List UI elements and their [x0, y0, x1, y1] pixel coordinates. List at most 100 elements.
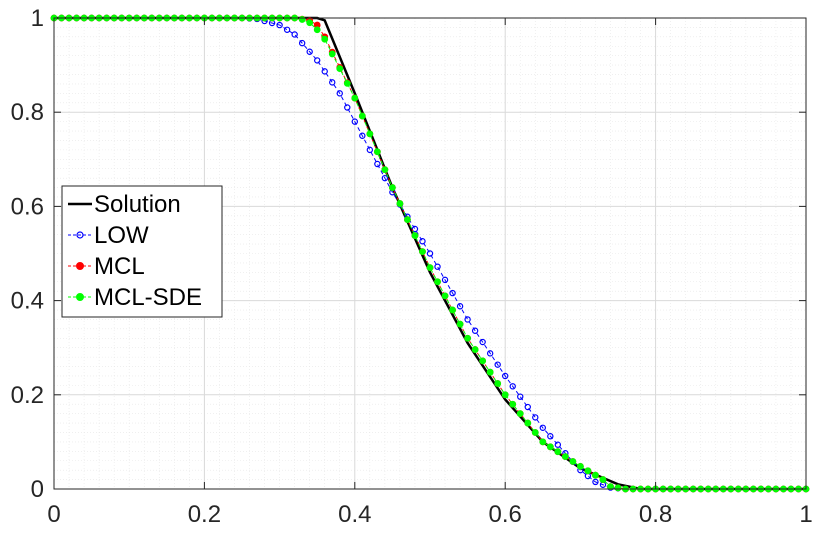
y-tick-label: 0.8 — [11, 99, 44, 126]
data-point-low — [306, 48, 313, 55]
data-point-mcl-sde — [561, 453, 569, 460]
series-mcl-sde — [50, 14, 810, 493]
x-tick-label: 0.4 — [338, 501, 371, 528]
data-point-mcl-sde — [539, 438, 547, 446]
data-point-mcl-sde — [592, 471, 599, 479]
data-point-mcl-sde — [388, 184, 396, 191]
data-point-mcl-sde — [321, 35, 329, 43]
data-point-low — [524, 403, 531, 411]
data-point-low — [321, 68, 328, 75]
data-point-mcl-sde — [554, 448, 562, 456]
x-tick-label: 1 — [799, 501, 812, 528]
data-point-mcl-sde — [373, 148, 381, 156]
data-point-low — [592, 478, 599, 486]
data-point-low — [344, 104, 351, 111]
data-point-mcl-sde — [441, 292, 449, 300]
data-point-low — [283, 26, 291, 33]
data-point-low — [554, 441, 562, 448]
y-tick-label: 1 — [31, 5, 44, 32]
data-point-low — [517, 393, 524, 400]
x-tick-label: 0 — [47, 501, 60, 528]
data-point-low — [276, 21, 283, 29]
data-point-low — [329, 79, 336, 86]
data-point-low — [441, 276, 449, 284]
data-point-mcl-sde — [456, 320, 464, 328]
data-point-mcl-sde — [501, 391, 509, 399]
data-point-mcl-sde — [381, 166, 389, 174]
data-point-low — [374, 160, 381, 168]
data-point-low — [456, 303, 464, 310]
data-point-mcl-sde — [464, 334, 472, 342]
y-tick-label: 0.6 — [11, 193, 44, 220]
data-point-mcl-sde — [509, 400, 517, 408]
data-point-mcl-sde — [516, 410, 524, 418]
data-point-low — [539, 424, 547, 431]
data-point-mcl-sde — [531, 429, 539, 436]
data-point-low — [434, 263, 441, 270]
legend-label-solution: Solution — [94, 191, 181, 218]
data-point-low — [359, 132, 366, 139]
data-point-mcl-sde — [607, 483, 614, 491]
legend-box — [61, 185, 223, 318]
data-point-mcl-sde — [358, 112, 366, 120]
data-point-mcl-sde — [313, 26, 321, 34]
x-tick-label: 0.8 — [639, 501, 672, 528]
y-tick-label: 0.4 — [11, 288, 44, 315]
legend-item-low: LOW — [68, 222, 149, 249]
x-tick-label: 0.2 — [188, 501, 221, 528]
data-point-mcl-sde — [419, 248, 426, 256]
data-point-low — [411, 225, 419, 233]
data-point-mcl-sde — [494, 380, 502, 387]
data-point-mcl-sde — [471, 346, 479, 353]
data-point-low — [449, 289, 456, 297]
data-point-mcl-sde — [306, 19, 314, 27]
legend-marker-low — [76, 231, 84, 239]
data-point-mcl-sde — [569, 458, 577, 465]
data-point-mcl-sde — [479, 357, 487, 365]
legend-label-mcl: MCL — [94, 253, 145, 280]
minor-grid — [54, 18, 806, 489]
data-point-low — [381, 174, 389, 182]
data-point-mcl-sde — [404, 216, 411, 223]
data-point-mcl-sde — [343, 79, 351, 87]
data-point-mcl-sde — [584, 467, 592, 475]
legend-marker-mcl-sde — [76, 293, 84, 301]
data-point-mcl-sde — [577, 462, 584, 470]
y-tick-label: 0 — [31, 476, 44, 503]
data-point-mcl-sde — [351, 94, 359, 102]
data-point-low — [366, 146, 374, 154]
y-tick-labels: 0 0.2 0.4 0.6 0.8 1 — [11, 5, 44, 503]
data-point-mcl-sde — [426, 264, 434, 272]
data-point-low — [494, 361, 501, 368]
series-line-mcl — [54, 17, 806, 490]
tick-marks — [53, 17, 807, 490]
data-point-low — [314, 57, 321, 64]
data-point-low — [532, 414, 539, 421]
data-point-low — [584, 472, 592, 480]
legend-marker-mcl — [76, 262, 84, 270]
x-tick-label: 0.6 — [489, 501, 522, 528]
x-tick-labels: 0 0.2 0.4 0.6 0.8 1 — [47, 501, 812, 528]
data-point-mcl-sde — [524, 419, 532, 427]
data-point-mcl-sde — [396, 200, 404, 207]
data-point-mcl-sde — [546, 443, 554, 451]
data-point-mcl-sde — [336, 65, 344, 73]
data-point-mcl-sde — [434, 278, 441, 286]
legend-item-solution: Solution — [68, 191, 181, 218]
data-point-mcl-sde — [599, 476, 607, 483]
data-point-low — [464, 316, 471, 323]
legend-label-mcl-sde: MCL-SDE — [94, 284, 202, 311]
data-point-low — [291, 31, 298, 38]
data-point-low — [486, 350, 494, 357]
data-point-mcl-sde — [411, 232, 419, 240]
legend-item-mcl: MCL — [68, 253, 145, 280]
legend-label-low: LOW — [94, 222, 149, 249]
data-point-mcl-sde — [614, 484, 622, 492]
data-point-low — [336, 90, 343, 97]
data-point-low — [547, 433, 554, 440]
legend-item-mcl-sde: MCL-SDE — [68, 284, 202, 311]
data-point-low — [509, 383, 516, 390]
legend: Solution LOW MCL MCL-SDE — [61, 185, 223, 318]
data-point-mcl-sde — [486, 368, 494, 376]
